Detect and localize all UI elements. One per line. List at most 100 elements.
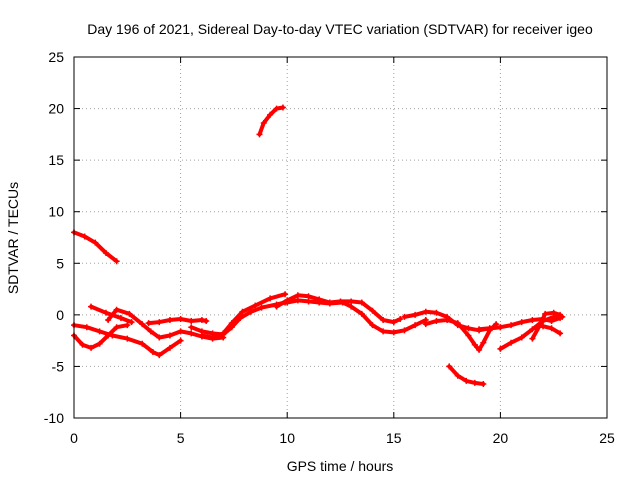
data-point: [83, 324, 90, 331]
series-arc-11: [273, 292, 404, 326]
series-arc-18: [540, 323, 564, 337]
x-tick-label: 20: [493, 430, 509, 446]
data-point: [557, 311, 564, 318]
data-point: [124, 335, 131, 342]
data-series: [71, 104, 566, 387]
data-point: [401, 327, 408, 334]
x-tick-label: 0: [70, 430, 78, 446]
series-arc-1: [71, 229, 120, 265]
y-tick-label: 15: [48, 152, 64, 168]
data-point: [113, 306, 120, 313]
data-point: [480, 380, 487, 387]
data-point: [529, 326, 536, 333]
data-point: [397, 315, 404, 322]
series-line: [72, 230, 119, 264]
data-point: [542, 310, 549, 317]
data-point: [256, 131, 263, 138]
x-axis-label: GPS time / hours: [287, 458, 394, 474]
x-tick-label: 15: [386, 430, 402, 446]
data-point: [535, 324, 542, 331]
data-point: [529, 335, 536, 342]
data-point: [454, 372, 461, 379]
data-point: [147, 328, 154, 335]
data-point: [518, 319, 525, 326]
data-point: [476, 326, 483, 333]
data-point: [380, 317, 387, 324]
series-arc-16: [497, 313, 566, 352]
data-point: [358, 310, 365, 317]
data-point: [422, 321, 429, 328]
data-point: [348, 303, 355, 310]
axis-ticks: 0 5 10 15 20 25 -10 -5 0 5 10 15 20 25: [44, 49, 615, 446]
data-point: [267, 111, 274, 118]
plot-frame: [73, 56, 608, 419]
data-point: [540, 323, 547, 330]
data-point: [124, 322, 131, 329]
data-point: [557, 330, 564, 337]
data-point: [412, 311, 419, 318]
data-point: [279, 104, 286, 111]
data-point: [81, 233, 88, 240]
chart-title: Day 196 of 2021, Sidereal Day-to-day VTE…: [87, 21, 593, 37]
data-point: [166, 332, 173, 339]
data-point: [548, 325, 555, 332]
series-line: [72, 323, 183, 358]
data-point: [228, 320, 235, 327]
series-arc-17: [529, 309, 564, 342]
y-tick-label: -5: [52, 358, 65, 374]
data-point: [177, 337, 184, 344]
data-point: [88, 344, 95, 351]
x-tick-label: 5: [177, 430, 185, 446]
x-tick-label: 25: [599, 430, 615, 446]
series-line: [423, 318, 499, 352]
series-arc-14: [422, 317, 500, 353]
data-point: [550, 309, 557, 316]
data-point: [113, 324, 120, 331]
data-point: [139, 321, 146, 328]
data-point: [166, 344, 173, 351]
data-point: [497, 324, 504, 331]
series-arc-3: [446, 363, 487, 387]
data-point: [471, 379, 478, 386]
data-point: [390, 319, 397, 326]
grid-lines: [74, 57, 607, 418]
data-point: [422, 308, 429, 315]
data-point: [529, 317, 536, 324]
data-point: [294, 292, 301, 299]
data-point: [209, 334, 216, 341]
data-point: [92, 239, 99, 246]
data-point: [105, 317, 112, 324]
data-point: [273, 303, 280, 310]
data-point: [339, 299, 346, 306]
data-point: [305, 293, 312, 300]
y-tick-label: 20: [48, 101, 64, 117]
data-point: [198, 317, 205, 324]
data-point: [380, 328, 387, 335]
series-arc-5: [71, 322, 184, 359]
data-point: [156, 334, 163, 341]
series-arc-8: [145, 315, 210, 327]
data-point: [433, 309, 440, 316]
data-point: [486, 325, 493, 332]
series-line: [189, 300, 288, 337]
data-point: [177, 315, 184, 322]
data-point: [446, 363, 453, 370]
data-point: [518, 334, 525, 341]
data-point: [109, 332, 116, 339]
data-point: [79, 341, 86, 348]
data-point: [96, 340, 103, 347]
x-tick-label: 10: [279, 430, 295, 446]
data-point: [497, 345, 504, 352]
y-tick-label: 10: [48, 204, 64, 220]
data-point: [88, 303, 95, 310]
data-point: [369, 322, 376, 329]
data-point: [117, 314, 124, 321]
data-point: [316, 299, 323, 306]
data-point: [294, 297, 301, 304]
data-point: [198, 332, 205, 339]
y-tick-label: -10: [44, 410, 64, 426]
data-point: [252, 302, 259, 309]
data-point: [113, 258, 120, 265]
data-point: [188, 324, 195, 331]
